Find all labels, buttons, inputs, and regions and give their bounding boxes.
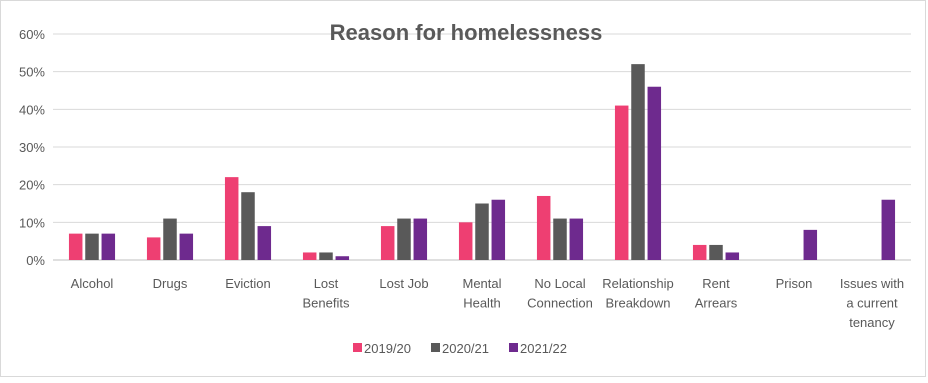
bar — [257, 226, 272, 260]
legend: 2019/20 2020/21 2021/22 — [353, 341, 567, 356]
y-tick-label: 0% — [26, 253, 45, 268]
x-tick-label: Lost Job — [379, 276, 428, 291]
gridlines — [53, 33, 911, 261]
bar — [709, 244, 723, 260]
bar — [881, 199, 896, 260]
y-tick-label: 50% — [19, 65, 45, 80]
bar — [475, 203, 489, 260]
bar — [68, 233, 83, 260]
bars — [68, 64, 896, 260]
bar — [458, 222, 473, 260]
bar — [725, 252, 740, 260]
bar — [569, 218, 584, 260]
bar — [614, 105, 629, 260]
bar — [146, 237, 161, 260]
legend-label: 2019/20 — [364, 341, 411, 356]
legend-label: 2021/22 — [520, 341, 567, 356]
bar — [335, 256, 350, 260]
bar — [319, 252, 333, 260]
x-tick-label: Relationship Breakdown — [602, 276, 674, 311]
bar — [553, 218, 567, 260]
bar — [163, 218, 177, 260]
x-axis: Alcohol Drugs Eviction Lost Benefits Lost Job… — [71, 276, 904, 330]
bar — [536, 195, 551, 260]
bar — [380, 226, 395, 260]
x-tick-label: Rent Arrears — [695, 276, 738, 311]
bar — [631, 64, 645, 260]
bar — [101, 233, 116, 260]
bar — [224, 177, 239, 260]
y-tick-label: 10% — [19, 215, 45, 230]
x-tick-label: Drugs — [153, 276, 188, 291]
x-tick-label: Issues with a current tenancy — [840, 276, 904, 330]
bar — [241, 192, 255, 260]
legend-swatch — [509, 343, 518, 352]
x-tick-label: Mental Health — [462, 276, 501, 311]
y-tick-label: 20% — [19, 178, 45, 193]
legend-label: 2020/21 — [442, 341, 489, 356]
x-tick-label: Lost Benefits — [303, 276, 350, 311]
bar — [397, 218, 411, 260]
bar — [647, 86, 662, 260]
bar — [692, 244, 707, 260]
bar — [413, 218, 428, 260]
bar — [803, 229, 818, 260]
chart-title: Reason for homelessness — [330, 20, 603, 45]
legend-swatch — [353, 343, 362, 352]
y-axis: 0% 10% 20% 30% 40% 50% 60% — [19, 27, 45, 268]
x-tick-label: No Local Connection — [527, 276, 593, 311]
y-tick-label: 40% — [19, 102, 45, 117]
x-tick-label: Alcohol — [71, 276, 114, 291]
bar — [491, 199, 506, 260]
legend-swatch — [431, 343, 440, 352]
y-tick-label: 60% — [19, 27, 45, 42]
bar — [302, 252, 317, 260]
y-tick-label: 30% — [19, 140, 45, 155]
x-tick-label: Prison — [776, 276, 813, 291]
x-tick-label: Eviction — [225, 276, 271, 291]
bar — [85, 233, 99, 260]
bar — [179, 233, 194, 260]
